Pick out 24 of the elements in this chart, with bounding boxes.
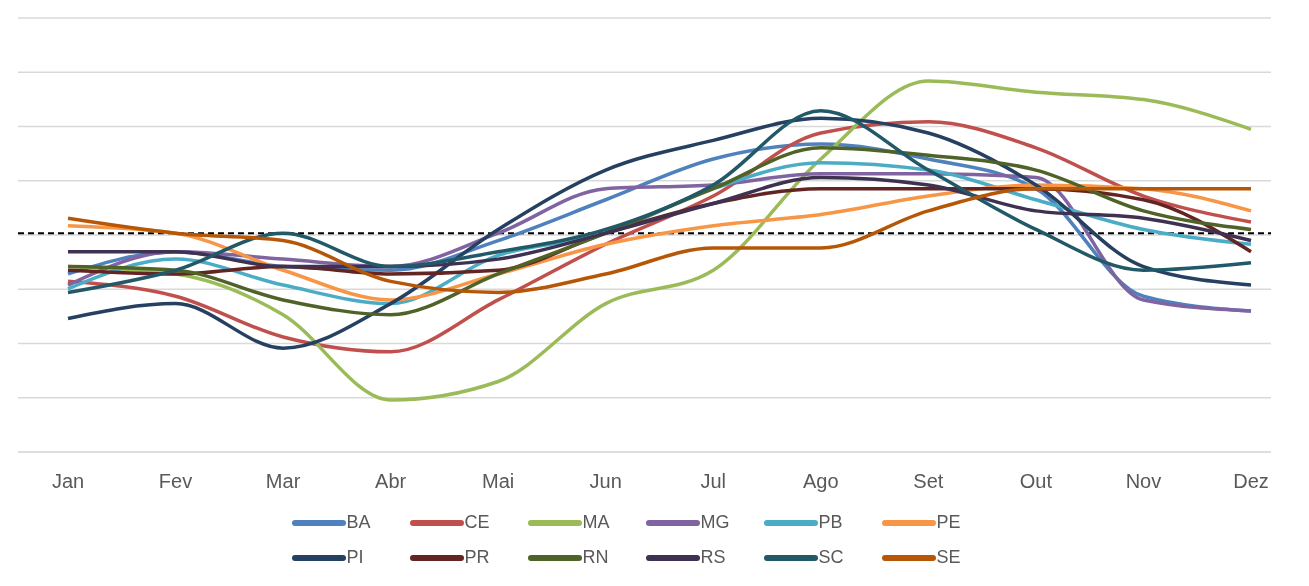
legend-label: RS <box>700 547 726 568</box>
legend-label: RN <box>582 547 609 568</box>
legend-label: MG <box>700 512 730 533</box>
legend-label: CE <box>464 512 490 533</box>
x-tick-label: Abr <box>375 470 407 493</box>
legend-label: SC <box>818 547 844 568</box>
legend-label: PB <box>818 512 843 533</box>
x-tick-label: Nov <box>1125 470 1162 493</box>
legend-label: SE <box>936 547 961 568</box>
legend-label: BA <box>346 512 371 533</box>
x-tick-label: Jul <box>700 470 727 493</box>
x-tick-label: Jun <box>589 470 622 493</box>
x-tick-label: Ago <box>803 470 839 493</box>
x-tick-label: Fev <box>158 470 193 493</box>
legend-label: PE <box>936 512 961 533</box>
x-tick-label: Dez <box>1233 470 1269 493</box>
x-tick-label: Jan <box>51 470 85 493</box>
legend-label: PI <box>346 547 364 568</box>
x-tick-label: Set <box>913 470 944 493</box>
x-tick-label: Mar <box>265 470 301 493</box>
legend-label: MA <box>582 512 610 533</box>
x-tick-label: Out <box>1019 470 1053 493</box>
legend-label: PR <box>464 547 490 568</box>
x-tick-label: Mai <box>482 470 515 493</box>
